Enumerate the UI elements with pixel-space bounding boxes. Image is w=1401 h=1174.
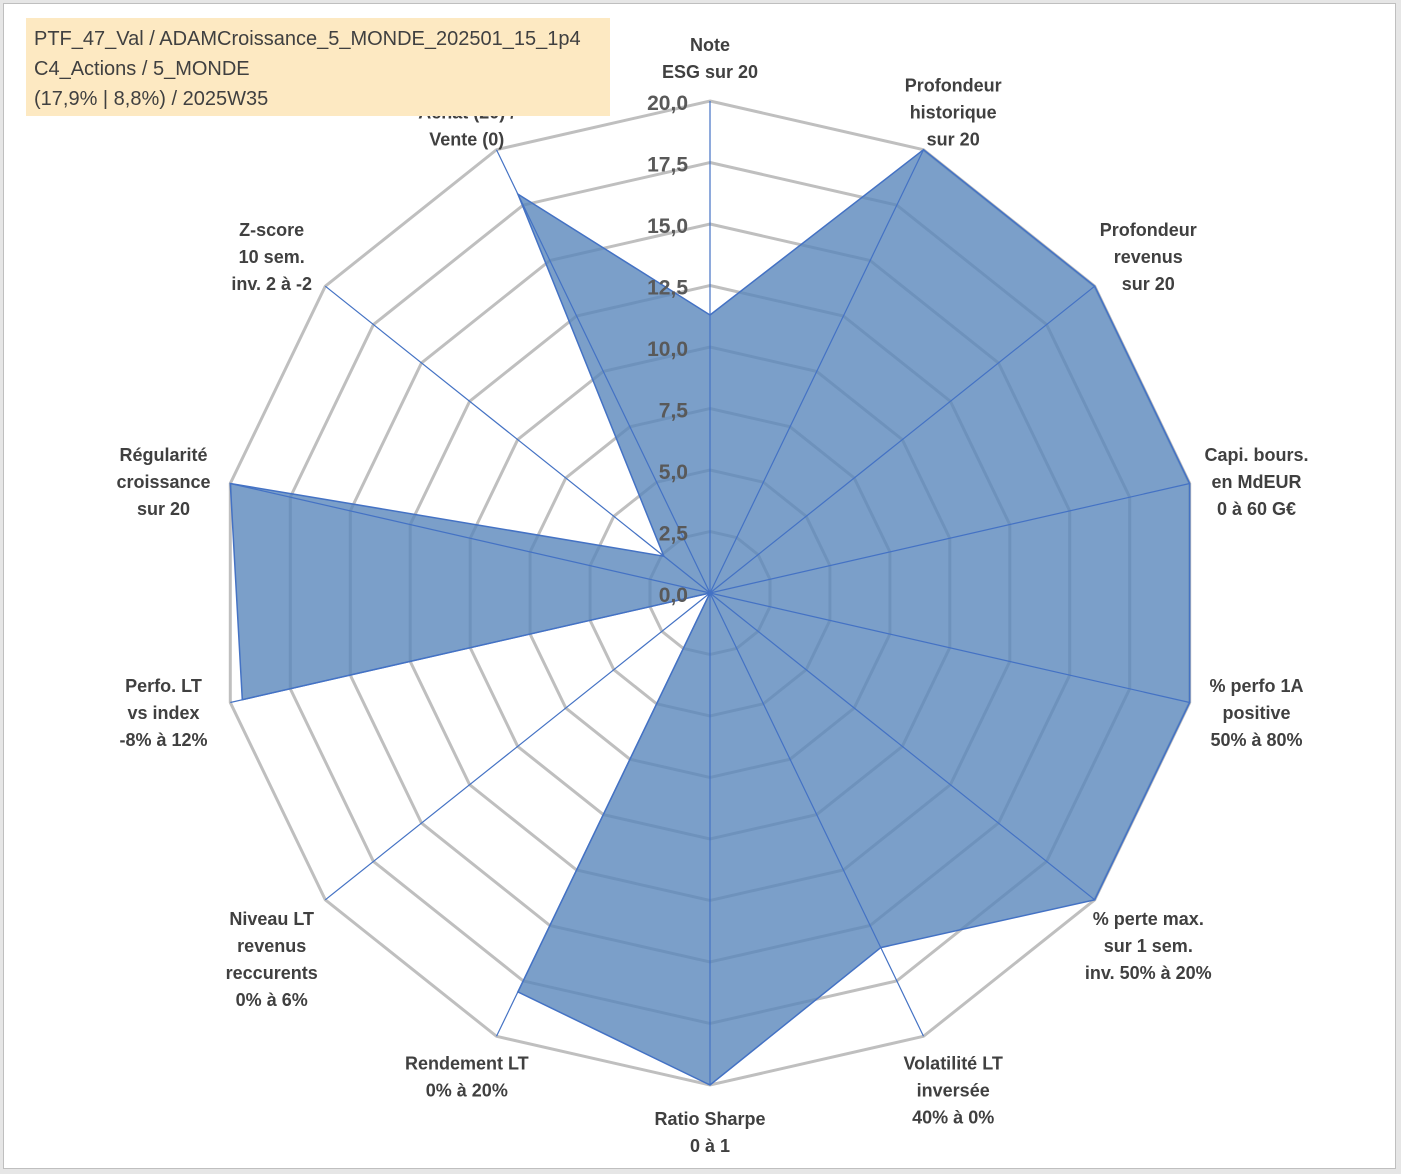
category-label-line: vs index xyxy=(127,703,199,723)
category-label-line: historique xyxy=(910,103,997,123)
category-label-line: 0% à 6% xyxy=(236,990,308,1010)
axis-spoke xyxy=(709,592,1190,704)
category-label: Profondeur revenus sur 20 xyxy=(1100,220,1197,294)
category-label-line: inv. 50% à 20% xyxy=(1085,963,1212,983)
category-label-line: ESG sur 20 xyxy=(662,62,758,82)
category-label-line: Capi. bours. xyxy=(1204,445,1308,465)
category-label-line: Z-score xyxy=(239,220,304,240)
asset-class: C4_Actions / 5_MONDE xyxy=(34,58,250,80)
performance-summary: (17,9% | 8,8%) / 2025W35 xyxy=(34,88,269,110)
axis-spoke xyxy=(324,285,711,594)
category-label-line: Ratio Sharpe xyxy=(654,1109,765,1129)
category-label-line: Régularité xyxy=(119,445,207,465)
category-label: Rendement LT 0% à 20% xyxy=(405,1054,529,1101)
category-label-line: 0 à 60 G€ xyxy=(1217,499,1296,519)
category-label: Ratio Sharpe 0 à 1 xyxy=(654,1109,765,1156)
radial-tick-label: 17,5 xyxy=(647,154,688,177)
radial-tick-label: 15,0 xyxy=(647,215,688,238)
radar-spokes xyxy=(230,101,1190,1085)
category-label-line: 0% à 20% xyxy=(426,1081,508,1101)
category-label-line: 40% à 0% xyxy=(912,1108,994,1128)
axis-spoke xyxy=(495,592,711,1037)
category-label: Z-score 10 sem. inv. 2 à -2 xyxy=(231,220,312,294)
axis-spoke xyxy=(709,149,925,594)
category-label-line: sur 20 xyxy=(927,130,980,150)
category-label-line: -8% à 12% xyxy=(119,730,207,750)
radial-tick-label: 0,0 xyxy=(659,584,688,607)
category-label: Perfo. LT vs index -8% à 12% xyxy=(119,676,207,750)
category-label-line: sur 1 sem. xyxy=(1104,936,1193,956)
category-label-line: croissance xyxy=(116,472,210,492)
chart-frame: 0,0 2,5 5,0 7,5 10,0 12,5 15,0 17,5 20,0 Note ESG… xyxy=(3,3,1396,1169)
category-label: Niveau LT revenus reccurents 0% à 6% xyxy=(226,909,318,1010)
category-label-line: Profondeur xyxy=(905,76,1002,96)
category-label-line: inversée xyxy=(917,1081,990,1101)
category-label-line: inv. 2 à -2 xyxy=(231,274,312,294)
portfolio-name: PTF_47_Val / ADAMCroissance_5_MONDE_2025… xyxy=(34,28,581,50)
category-label-line: 50% à 80% xyxy=(1210,730,1302,750)
axis-spoke xyxy=(709,592,1096,901)
category-label-line: Niveau LT xyxy=(229,909,314,929)
radial-tick-label: 7,5 xyxy=(659,400,689,423)
category-label-line: Vente (0) xyxy=(429,130,504,150)
category-label-line: revenus xyxy=(1114,247,1183,267)
category-label: % perte max. sur 1 sem. inv. 50% à 20% xyxy=(1085,909,1212,983)
axis-spoke xyxy=(709,285,1096,594)
axis-spoke xyxy=(495,149,711,594)
portfolio-info-box: PTF_47_Val / ADAMCroissance_5_MONDE_2025… xyxy=(26,18,610,116)
radial-tick-label: 5,0 xyxy=(659,461,688,484)
category-label-line: positive xyxy=(1222,703,1290,723)
axis-spoke xyxy=(230,482,711,594)
category-label: Régularité croissance sur 20 xyxy=(116,445,210,519)
category-label-line: Note xyxy=(690,35,730,55)
axis-spoke xyxy=(230,592,711,704)
category-label: Profondeur historique sur 20 xyxy=(905,76,1002,150)
axis-spoke xyxy=(324,592,711,901)
category-label-line: Volatilité LT xyxy=(904,1054,1003,1074)
axis-spoke xyxy=(709,592,925,1037)
category-label: Volatilité LT inversée 40% à 0% xyxy=(904,1054,1003,1128)
category-label-line: en MdEUR xyxy=(1212,472,1302,492)
category-labels: Note ESG sur 20 Profondeur historique sur 20… xyxy=(116,35,1308,1156)
radial-tick-label: 12,5 xyxy=(647,277,688,300)
category-label: Capi. bours. en MdEUR 0 à 60 G€ xyxy=(1204,445,1308,519)
category-label-line: reccurents xyxy=(226,963,318,983)
radial-axis-ticks: 0,0 2,5 5,0 7,5 10,0 12,5 15,0 17,5 20,0 xyxy=(647,92,688,607)
category-label-line: revenus xyxy=(237,936,306,956)
radial-tick-label: 20,0 xyxy=(647,92,688,115)
category-label-line: sur 20 xyxy=(1122,274,1175,294)
axis-spoke xyxy=(709,482,1190,594)
radial-tick-label: 10,0 xyxy=(647,338,688,361)
category-label-line: Profondeur xyxy=(1100,220,1197,240)
radar-chart: 0,0 2,5 5,0 7,5 10,0 12,5 15,0 17,5 20,0 Note ESG… xyxy=(116,35,1308,1156)
category-label-line: Perfo. LT xyxy=(125,676,202,696)
category-label-line: sur 20 xyxy=(137,499,190,519)
radial-tick-label: 2,5 xyxy=(659,523,689,546)
category-label-line: % perfo 1A xyxy=(1209,676,1303,696)
category-label: % perfo 1A positive 50% à 80% xyxy=(1209,676,1303,750)
category-label-line: 0 à 1 xyxy=(690,1136,730,1156)
category-label-line: 10 sem. xyxy=(239,247,305,267)
category-label-line: % perte max. xyxy=(1093,909,1204,929)
category-label-line: Rendement LT xyxy=(405,1054,529,1074)
category-label: Note ESG sur 20 xyxy=(662,35,758,82)
